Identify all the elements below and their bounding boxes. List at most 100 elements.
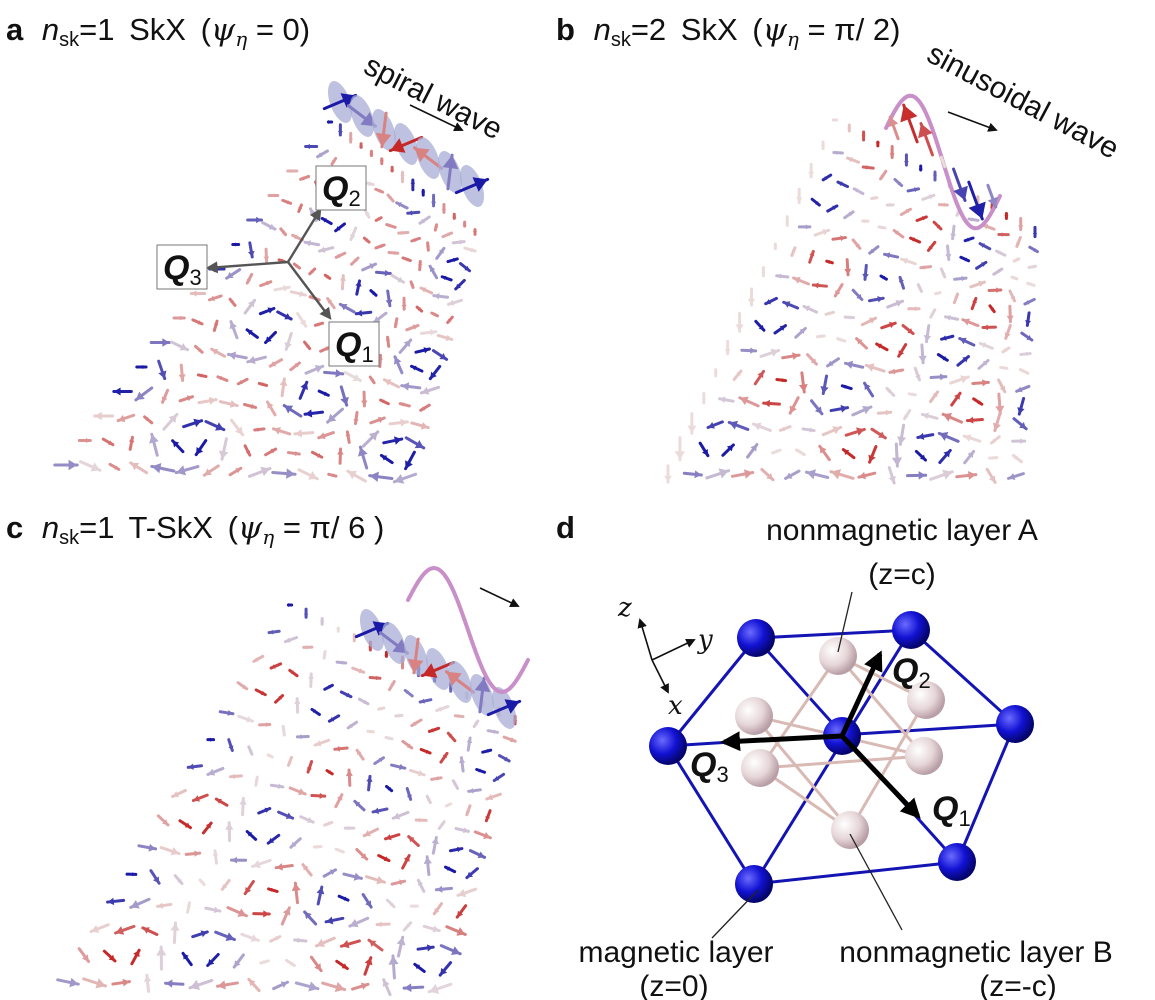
spin-arrow-head [420,406,426,411]
layer-a-leader [837,591,853,653]
spin-arrow-head [326,916,334,925]
spin-arrow-head [328,119,332,125]
spin-arrow-head [943,413,953,422]
spin-arrow-head [765,299,772,305]
spin-arrow-head [776,273,782,279]
sinusoidal-wave-illustration [884,93,1002,231]
z-axis-label: z [617,593,632,623]
spin-arrow-head [942,469,953,480]
spin-arrow-head [438,248,444,254]
lattice-bond [753,860,958,886]
spin-arrow-head [196,446,204,455]
spin-arrow-head [766,473,774,480]
spin-arrow-head [440,821,445,826]
spin-arrow-head [189,979,201,991]
spin-arrow-head [207,958,215,966]
spin-arrow-head [997,269,1002,273]
wave-spin-arrow-head [888,117,899,128]
spin-arrow-head [1002,348,1007,352]
spin-arrow-head [423,856,432,864]
spin-arrow-head [878,225,883,230]
spin-arrow-head [307,817,314,823]
spin-arrow-head [198,348,203,353]
spin-arrow-head [267,307,274,314]
spin-arrow-head [417,880,424,886]
spin-arrow-head [996,250,1001,255]
spin-arrow-head [256,216,262,224]
spin-arrow-head [294,937,300,943]
magnetic-atom [737,619,775,657]
spin-arrow-head [843,449,850,456]
spin-arrow-head [1020,438,1025,444]
spin-arrow-head [268,754,273,759]
spin-arrow-head [308,673,314,679]
wave-spin-arrow-head [442,155,459,170]
spin-arrow-head [887,388,892,393]
spin-arrow-head [264,807,270,813]
spin-arrow-head [355,280,362,287]
spin-arrow-head [423,347,430,354]
spin-arrow-head [273,426,281,435]
spin-arrow-head [819,446,827,454]
spin-arrow-head [242,684,247,689]
spin-arrow-head [747,298,756,306]
spin-arrow-head [113,387,121,396]
spin-arrow-head [996,287,1001,293]
spin-arrow-head [178,374,186,381]
spin-arrow-head [877,296,884,303]
spin-arrow-head [213,321,219,326]
spin-arrow-head [982,379,989,387]
spin-arrow-head [363,699,369,704]
spin-arrow-head [161,396,168,403]
magnetic-layer-label: magnetic layer [578,936,773,969]
spin-arrow-head [729,420,739,430]
spin-arrow-head [247,329,253,336]
spin-arrow-head [217,980,226,990]
spin-arrow-head [1008,473,1016,481]
spin-arrow-head [135,391,145,400]
spin-arrow-head [291,883,301,892]
spin-arrow-head [148,843,156,852]
spin-arrow-head [372,291,377,296]
spin-arrow-head [962,356,969,363]
spin-texture-field-a [53,119,478,484]
spin-arrow-head [376,875,385,885]
magnetic-atom [938,843,976,881]
spin-arrow-head [750,347,756,354]
panel-d-letter: d [556,510,575,545]
spin-arrow-head [230,773,235,779]
spin-arrow-head [418,261,423,266]
q3-vector-a [205,260,289,274]
spin-arrow-head [425,749,431,754]
spin-arrow-head [965,237,970,242]
spin-arrow-head [352,373,361,381]
spin-arrow-head [252,859,261,869]
spin-arrow-head [412,324,419,330]
spin-arrow-head [360,982,369,990]
spin-arrow-head [373,316,381,323]
spin-arrow-head [1010,296,1016,301]
spin-arrow-head [144,416,149,421]
spin-arrow-head [284,342,292,350]
spin-arrow-head [388,955,399,965]
q2-label-d: Q2 [892,652,931,693]
spin-arrow-head [349,918,359,928]
spin-arrow-head [943,202,948,207]
spin-arrow-head [448,733,453,738]
wave-spin-arrow-head [940,157,945,162]
spin-arrow-head [390,681,395,686]
layer-b-leader [849,833,903,931]
spin-arrow-head [107,440,113,445]
spin-arrow-head [436,885,443,893]
spin-arrow-head [885,409,891,416]
spin-arrow-head [229,400,238,408]
spin-arrow-head [702,449,708,456]
spin-arrow-head [430,371,437,379]
spin-arrow-head [856,427,865,436]
spin-arrow-head [814,406,822,414]
spin-arrow-head [504,756,510,762]
spin-arrow-head [387,786,392,791]
spin-arrow-head [485,815,491,821]
spin-arrow-head [396,937,406,946]
